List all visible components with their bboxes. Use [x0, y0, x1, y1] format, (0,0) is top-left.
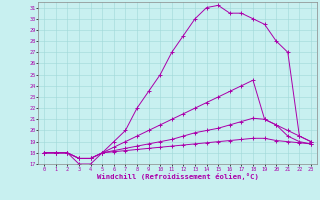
X-axis label: Windchill (Refroidissement éolien,°C): Windchill (Refroidissement éolien,°C) [97, 173, 259, 180]
